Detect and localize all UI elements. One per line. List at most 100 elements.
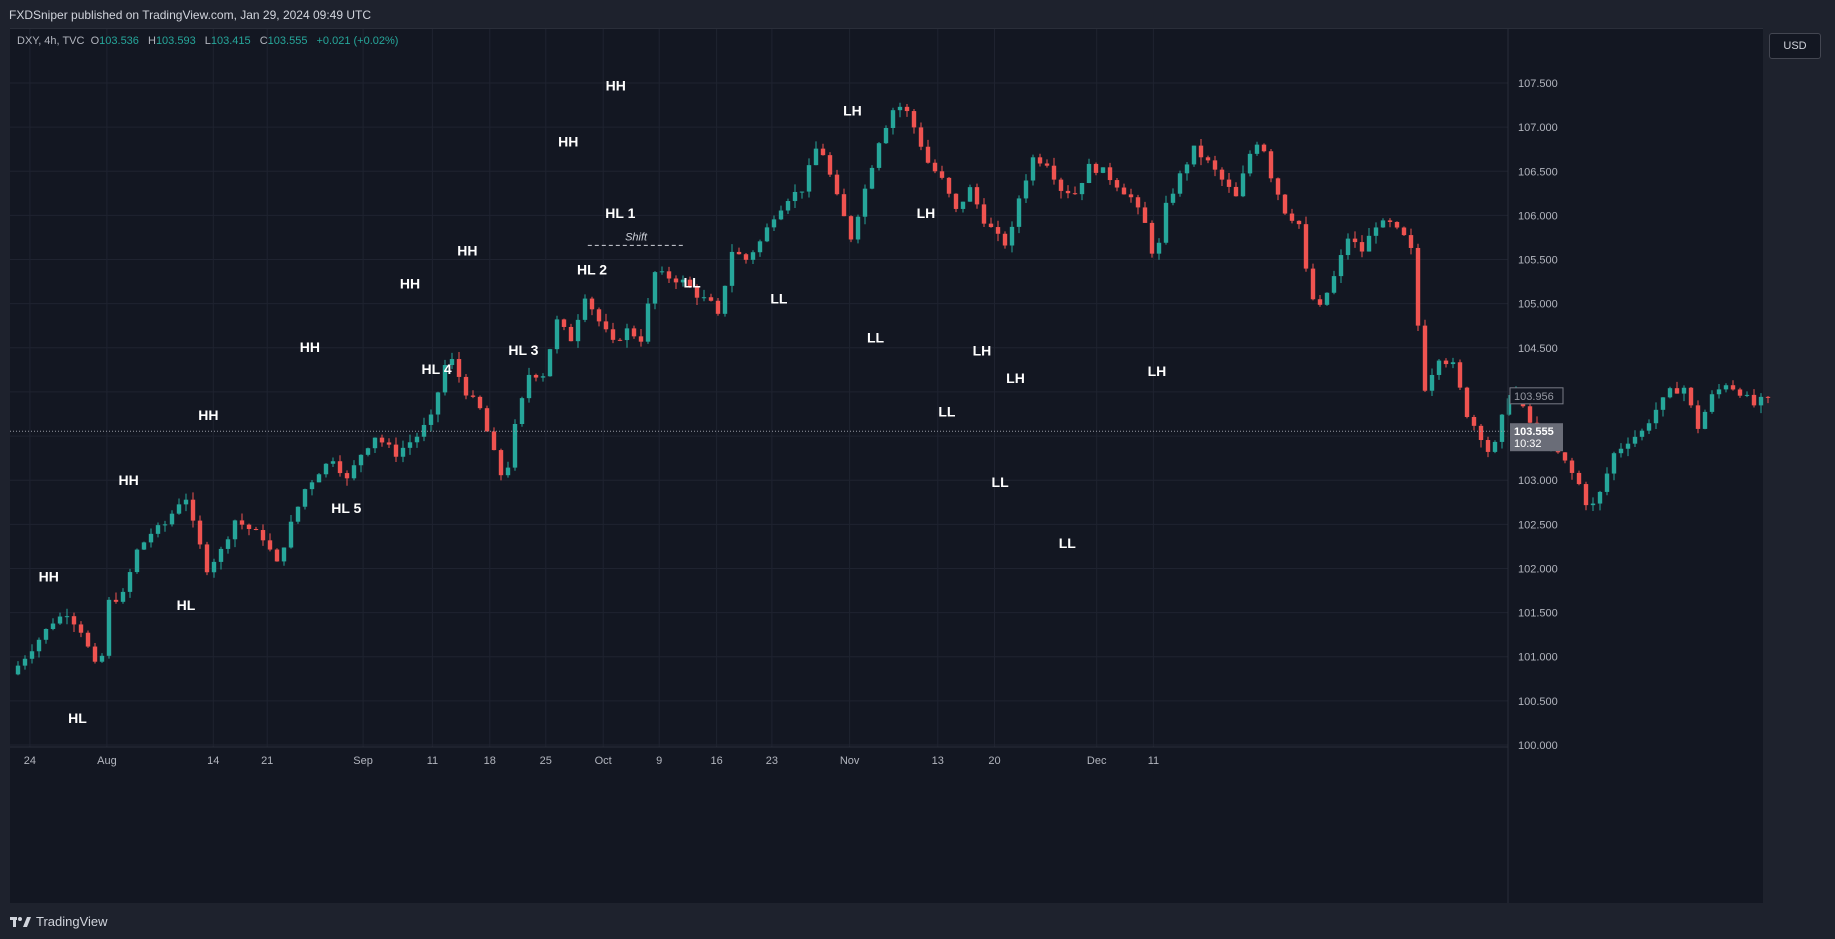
candle-body [400, 447, 406, 457]
candle-body [582, 298, 588, 320]
candle-body [806, 165, 812, 192]
candle-body [1646, 423, 1652, 431]
candle-body [1569, 460, 1575, 473]
candle-body [617, 339, 623, 341]
candle-body [1219, 169, 1225, 180]
candle-body [1366, 235, 1372, 252]
candle-body [1639, 430, 1645, 437]
candle-body [393, 444, 399, 457]
candle-body [1758, 396, 1764, 406]
candle-body [1303, 224, 1309, 269]
x-tick-label: Aug [97, 755, 117, 767]
candle-body [239, 520, 245, 525]
candle-body [1492, 441, 1498, 452]
publisher-text: FXDSniper published on TradingView.com, … [9, 8, 371, 22]
structure-label: LL [938, 404, 956, 420]
y-tick-label: 100.500 [1518, 696, 1558, 708]
symbol-label: DXY, 4h, TVC [17, 35, 85, 47]
candle-body [925, 146, 931, 163]
candle-body [183, 499, 189, 505]
candle-body [204, 544, 210, 573]
candle-body [106, 599, 112, 656]
ohlc-legend: DXY, 4h, TVC O103.536 H103.593 L103.415 … [17, 35, 404, 47]
candle-body [1009, 226, 1015, 246]
candle-body [743, 254, 749, 260]
candle-body [190, 499, 196, 521]
candle-body [1184, 164, 1190, 174]
candle-body [1345, 238, 1351, 256]
x-tick-label: 24 [24, 755, 36, 767]
y-tick-label: 101.500 [1518, 608, 1558, 620]
candle-body [729, 251, 735, 286]
candle-body [785, 201, 791, 211]
candle-body [1051, 165, 1057, 180]
candle-body [869, 167, 875, 189]
candle-body [1016, 198, 1022, 227]
structure-label: LL [770, 291, 788, 307]
structure-label: LH [1006, 370, 1025, 386]
y-tick-label: 107.500 [1518, 78, 1558, 90]
candle-body [1674, 388, 1680, 394]
tradingview-logo-icon [10, 916, 31, 927]
candle-body [750, 252, 756, 260]
candle-body [512, 424, 518, 468]
candle-body [1660, 397, 1666, 410]
candle-body [953, 193, 959, 209]
candle-body [295, 506, 301, 522]
candle-body [1079, 183, 1085, 195]
candle-body [260, 530, 266, 541]
candle-body [281, 547, 287, 562]
brand-label: TradingView [36, 914, 108, 929]
candle-body [155, 525, 161, 534]
structure-label: HL 2 [577, 261, 607, 277]
x-tick-label: 21 [261, 755, 273, 767]
x-tick-label: Dec [1087, 755, 1107, 767]
candle-body [1744, 394, 1750, 396]
candle-body [1443, 360, 1449, 365]
candle-body [302, 489, 308, 507]
candle-body [771, 219, 777, 228]
candle-body [211, 561, 217, 573]
candle-body [1037, 157, 1043, 164]
candle-body [946, 177, 952, 194]
structure-label: LL [992, 474, 1010, 490]
candle-body [1688, 387, 1694, 406]
candle-body [470, 395, 476, 397]
structure-label: LH [973, 342, 992, 358]
candle-body [834, 174, 840, 195]
candle-body [1709, 394, 1715, 412]
candle-body [1268, 151, 1274, 179]
candle-body [1086, 163, 1092, 184]
candle-body [736, 251, 742, 255]
candle-body [1632, 436, 1638, 444]
candle-body [757, 241, 763, 253]
candle-body [1065, 190, 1071, 194]
candle-body [1373, 227, 1379, 236]
footer-bar [0, 903, 1835, 939]
structure-label: LL [1059, 535, 1077, 551]
candle-body [1324, 292, 1330, 305]
x-tick-label: 13 [932, 755, 944, 767]
candle-body [1072, 193, 1078, 195]
candle-body [666, 271, 672, 279]
chart-area[interactable]: Shift HH HL HH HL HH HH HL 5 HH HL 4 HH HL 3 HH HH HL … [10, 28, 1771, 904]
candle-body [274, 549, 280, 562]
candle-body [680, 279, 686, 283]
x-tick-label: 20 [988, 755, 1000, 767]
currency-button[interactable]: USD [1769, 33, 1821, 59]
candle-body [1002, 233, 1008, 246]
candle-body [1240, 173, 1246, 197]
structure-label: HH [300, 339, 320, 355]
structure-label: HL 4 [422, 361, 452, 377]
structure-label: HH [606, 78, 626, 94]
shift-label: Shift [625, 231, 648, 243]
candle-body [15, 665, 21, 675]
candle-body [1499, 414, 1505, 442]
change-value: +0.021 (+0.02%) [316, 35, 399, 47]
candle-body [967, 187, 973, 202]
candle-body [288, 521, 294, 548]
candle-body [1282, 194, 1288, 214]
tradingview-brand[interactable]: TradingView [10, 914, 108, 929]
candle-body [645, 303, 651, 342]
